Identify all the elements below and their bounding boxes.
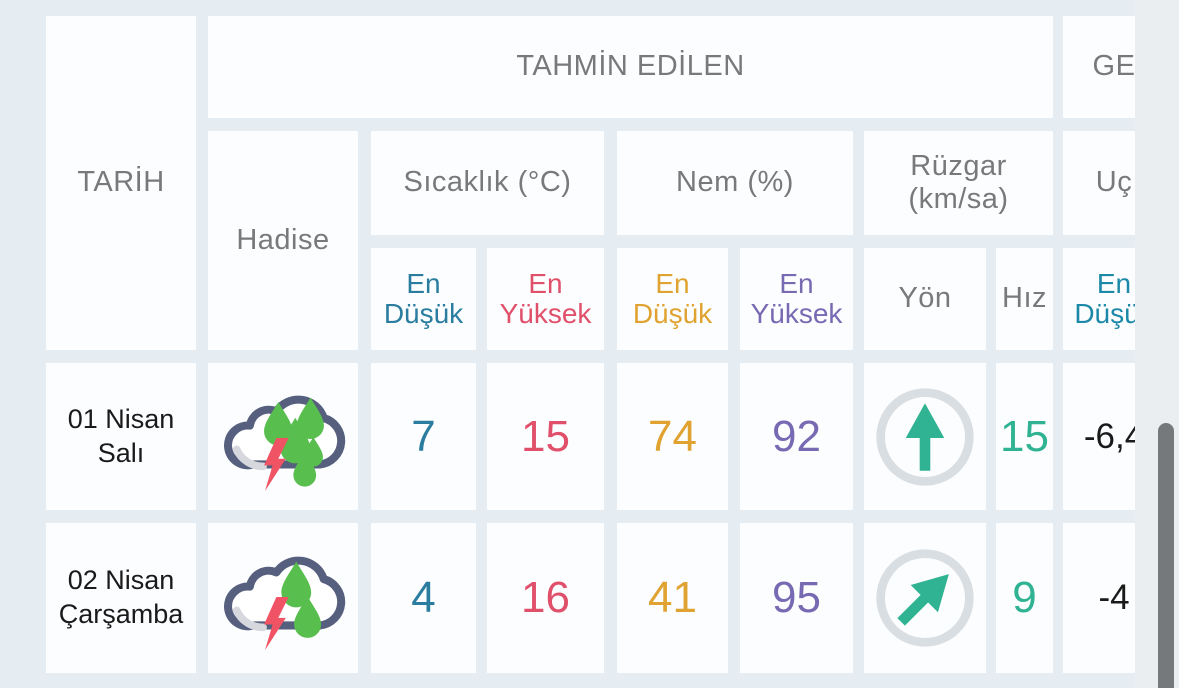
column-header-temp-min: En Düşük [371, 248, 476, 350]
wind-header-label-line2: (km/sa) [908, 183, 1009, 215]
humidity-max-value: 92 [772, 411, 821, 461]
wind-direction-arrow-icon [876, 387, 974, 486]
wind-direction-arrow-icon [876, 549, 974, 647]
table-row-1-temp-min: 7 [371, 363, 476, 510]
wind-direction-header-label: Yön [898, 282, 952, 315]
date-day: 01 Nisan [67, 403, 175, 434]
thunderstorm-rain-icon [224, 556, 346, 651]
actual-min-value: -4 [1098, 578, 1130, 617]
actual-min-value: -6,4 [1083, 416, 1135, 456]
table-row-2-actual-min-clipped: -4 [1063, 523, 1135, 673]
date-weekday: Salı [97, 437, 145, 468]
actual-min-header-label: En Düşük [1074, 267, 1135, 329]
column-header-condition: Hadise [208, 131, 358, 350]
temp-max-value: 16 [521, 573, 570, 622]
wind-header-label-line1: Rüzgar [910, 149, 1007, 182]
wind-speed-value: 15 [1000, 411, 1049, 461]
table-row-1-condition [208, 363, 358, 510]
column-header-humidity-min: En Düşük [617, 248, 728, 350]
thunderstorm-heavy-rain-icon [224, 395, 346, 491]
forecast-table-viewport: TARİH TAHMİN EDİLEN GE Hadise Sıcaklık (… [46, 16, 1135, 673]
wind-speed-value: 9 [1012, 573, 1037, 622]
raindrops [281, 561, 322, 638]
group-header-temperature: Sıcaklık (°C) [371, 131, 604, 235]
temp-min-value: 7 [411, 411, 436, 461]
humidity-min-value: 74 [648, 411, 697, 461]
date-header-label: TARİH [77, 166, 165, 199]
table-row-1-humidity-min: 74 [617, 363, 728, 510]
table-row-2-temp-max: 16 [487, 523, 604, 673]
table-row-2-temp-min: 4 [371, 523, 476, 673]
humidity-max-value: 95 [772, 573, 821, 622]
table-row-2-wind-direction [864, 523, 986, 673]
table-row-1-wind-direction [864, 363, 986, 510]
table-row-2-humidity-min: 41 [617, 523, 728, 673]
wind-speed-header-label: Hız [1002, 282, 1047, 315]
table-row-1-wind-speed: 15 [996, 363, 1053, 510]
group-header-actual-clipped: GE [1063, 16, 1135, 118]
temp-max-header-label: En Yüksek [499, 267, 592, 329]
column-header-humidity-max: En Yüksek [740, 248, 853, 350]
group-header-humidity: Nem (%) [617, 131, 853, 235]
date-weekday: Çarşamba [58, 599, 184, 629]
temp-min-value: 4 [411, 573, 436, 622]
column-header-date: TARİH [46, 16, 196, 350]
table-row-1-humidity-max: 92 [740, 363, 853, 510]
table-row-2-date: 02 Nisan Çarşamba [46, 523, 196, 673]
lightning-bolt [264, 437, 289, 491]
temp-min-header-label: En Düşük [383, 267, 464, 329]
column-header-wind-direction: Yön [864, 248, 986, 350]
humidity-header-label: Nem (%) [676, 166, 794, 199]
table-row-2-humidity-max: 95 [740, 523, 853, 673]
scrollbar-thumb[interactable] [1158, 423, 1174, 688]
humidity-min-header-label: En Düşük [632, 267, 713, 329]
table-row-2-condition [208, 523, 358, 673]
group-header-wind: Rüzgar (km/sa) [864, 131, 1053, 235]
table-row-1-date: 01 Nisan Salı [46, 363, 196, 510]
table-row-2-wind-speed: 9 [996, 523, 1053, 673]
lightning-bolt [264, 597, 289, 651]
temperature-header-label: Sıcaklık (°C) [403, 166, 572, 199]
table-row-1-temp-max: 15 [487, 363, 604, 510]
column-header-actual-min-clipped: En Düşük [1063, 248, 1135, 350]
forecast-header-label: TAHMİN EDİLEN [516, 50, 745, 83]
column-header-temp-max: En Yüksek [487, 248, 604, 350]
column-header-wind-speed: Hız [996, 248, 1053, 350]
group-header-forecast: TAHMİN EDİLEN [208, 16, 1053, 118]
raindrops [264, 397, 324, 487]
forecast-table: TARİH TAHMİN EDİLEN GE Hadise Sıcaklık (… [46, 16, 1135, 673]
condition-header-label: Hadise [236, 223, 330, 256]
group-header-actual-sub-clipped: Uç [1063, 131, 1135, 235]
date-day: 02 Nisan [67, 565, 175, 596]
actual-header-label: GE [1092, 50, 1135, 83]
scrollbar-track[interactable] [1135, 0, 1179, 688]
humidity-max-header-label: En Yüksek [750, 267, 843, 329]
actual-sub-header-label: Uç [1095, 166, 1133, 199]
temp-max-value: 15 [521, 411, 570, 461]
humidity-min-value: 41 [648, 573, 697, 622]
table-row-1-actual-min-clipped: -6,4 [1063, 363, 1135, 510]
